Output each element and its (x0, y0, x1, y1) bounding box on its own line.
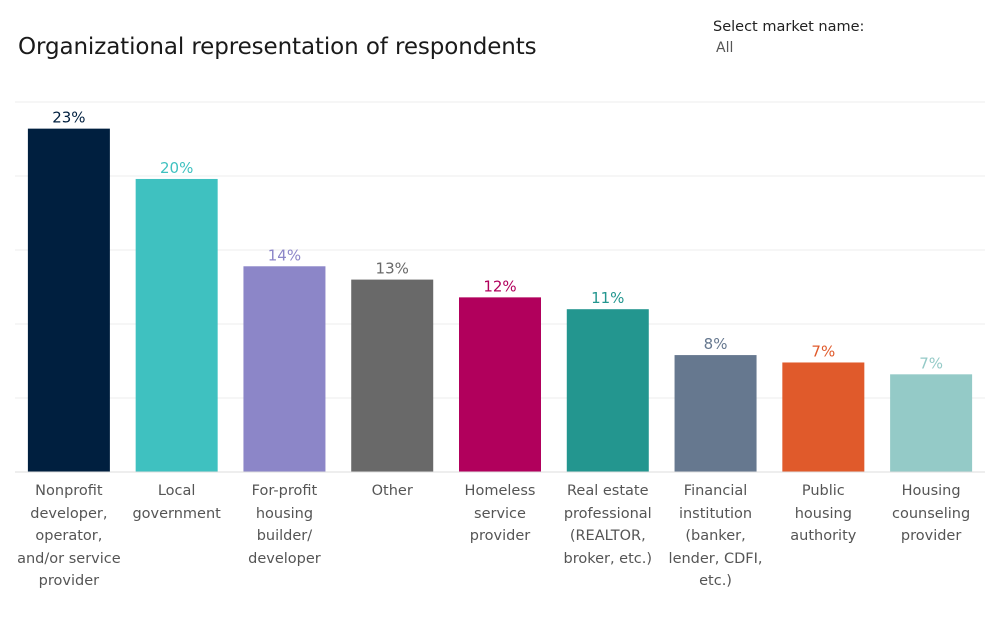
x-tick-label: For-profit housing builder/developer (248, 483, 321, 567)
bar-value-label: 23% (52, 109, 85, 127)
bar-value-label: 20% (160, 159, 193, 177)
x-tick-label: Homeless service provider (464, 483, 536, 544)
bars (27, 128, 973, 472)
bar-value-label: 13% (376, 260, 409, 278)
bar[interactable] (243, 266, 326, 472)
bar[interactable] (890, 374, 973, 472)
x-tick-label: Local government (132, 483, 221, 522)
bar-value-label: 7% (811, 342, 835, 360)
x-tick-label: Financial institution (banker, lender, CDFI… (668, 483, 763, 589)
market-filter[interactable]: Select market name: All (713, 19, 864, 56)
bar[interactable] (459, 297, 541, 472)
bar[interactable] (566, 309, 649, 472)
bar[interactable] (135, 178, 218, 472)
bar-value-label: 14% (268, 246, 301, 264)
bar-value-label: 7% (919, 354, 943, 372)
bar-value-label: 11% (591, 289, 624, 307)
bar[interactable] (782, 362, 865, 472)
market-filter-value[interactable]: All (716, 40, 734, 56)
bar[interactable] (27, 128, 110, 472)
x-tick-label: Other (371, 483, 413, 499)
chart-title: Organizational representation of respond… (18, 34, 537, 60)
market-filter-label: Select market name: (713, 19, 865, 35)
bar-value-label: 8% (704, 335, 728, 353)
x-tick-label: Housing counseling provider (892, 483, 971, 544)
bar[interactable] (674, 355, 757, 472)
value-labels: 23% 20% 14% 13% 12% 11% 8% 7% 7% (52, 109, 943, 373)
x-tick-label: Public housing authority (790, 483, 857, 544)
bar[interactable] (351, 279, 434, 472)
x-tick-label: Nonprofit developer, operator, and/or servi… (17, 483, 121, 589)
bar-value-label: 12% (483, 277, 516, 295)
x-tick-label: Real estate professional (REALTOR, broker, … (563, 483, 653, 567)
